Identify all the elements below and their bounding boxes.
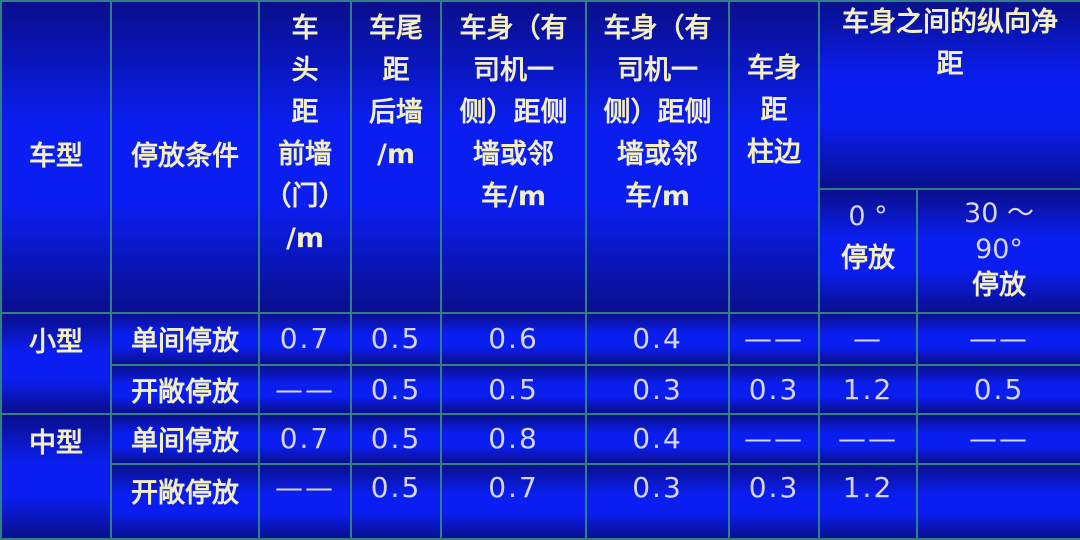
header-front-text: 车 头 距 前墙 （门） /m [264, 13, 346, 254]
table-row: 小型 单间停放 0.7 0.5 0.6 0.4 —— — —— [0, 311, 1080, 416]
cell: 0.4 [585, 311, 730, 367]
cell: 0.5 [350, 311, 442, 367]
row-condition: 开敞停放 [110, 462, 260, 540]
cell: —— [728, 413, 820, 465]
cell: 0.3 [585, 364, 730, 416]
header-angle-30-90: 30 ～ 90° 停放 [916, 188, 1080, 314]
header-rear-text: 车尾 距 后墙 /m [369, 13, 423, 170]
cell: 0.7 [440, 462, 587, 540]
cell: —— [916, 311, 1080, 367]
header-angle-0: 0 ° 停放 [818, 188, 918, 314]
header-pillar-text: 车身 距 柱边 [747, 53, 801, 168]
header-angle-30-deg: 30 ～ 90° [964, 198, 1034, 266]
header-front-distance: 车 头 距 前墙 （门） /m [258, 0, 352, 314]
header-side-driver: 车身（有 司机一 侧）距侧 墙或邻 车/m [440, 0, 587, 314]
cell: 0.3 [728, 462, 820, 540]
cell: 0.7 [258, 311, 352, 367]
cell: 0.8 [440, 413, 587, 465]
cell: 0.7 [258, 413, 352, 465]
header-angle-0-label: 停放 [841, 243, 895, 275]
cell: 1.2 [818, 364, 918, 416]
header-pillar: 车身 距 柱边 [728, 0, 820, 314]
cell [916, 462, 1080, 540]
cell: —— [258, 462, 352, 540]
header-condition: 停放条件 [110, 0, 260, 314]
header-angle-0-deg: 0 ° [848, 201, 888, 233]
cell: — [818, 311, 918, 367]
table-row: 中型 单间停放 0.7 0.5 0.8 0.4 —— —— —— [0, 413, 1080, 540]
cell: —— [818, 413, 918, 465]
cell: 0.4 [585, 413, 730, 465]
header-between: 车身之间的纵向净 距 [818, 0, 1080, 191]
cell: 0.3 [585, 462, 730, 540]
row-car-type: 小型 [0, 311, 112, 416]
cell: 0.5 [916, 364, 1080, 416]
cell: 0.5 [350, 413, 442, 465]
cell: 1.2 [818, 462, 918, 540]
table-row: 开敞停放 —— 0.5 0.5 0.3 0.3 1.2 0.5 [1, 364, 1080, 416]
header-angle-30-label: 停放 [972, 270, 1026, 302]
header-side-driver-text: 车身（有 司机一 侧）距侧 墙或邻 车/m [459, 13, 568, 212]
cell: 0.5 [440, 364, 587, 416]
cell: —— [916, 413, 1080, 465]
header-side-other-text: 车身（有 司机一 侧）距侧 墙或邻 车/m [603, 13, 712, 212]
row-condition: 单间停放 [110, 311, 260, 367]
cell: —— [258, 364, 352, 416]
cell: 0.5 [350, 462, 442, 540]
row-condition: 单间停放 [110, 413, 260, 465]
table-row: 开敞停放 —— 0.5 0.7 0.3 0.3 1.2 [1, 462, 1080, 540]
row-condition: 开敞停放 [110, 364, 260, 416]
header-side-other: 车身（有 司机一 侧）距侧 墙或邻 车/m [585, 0, 730, 314]
cell: —— [728, 311, 820, 367]
header-between-text: 车身之间的纵向净 距 [842, 7, 1058, 80]
header-rear-distance: 车尾 距 后墙 /m [350, 0, 442, 314]
cell: 0.6 [440, 311, 587, 367]
header-car-type: 车型 [0, 0, 112, 314]
row-car-type: 中型 [0, 413, 112, 540]
cell: 0.3 [728, 364, 820, 416]
cell: 0.5 [350, 364, 442, 416]
